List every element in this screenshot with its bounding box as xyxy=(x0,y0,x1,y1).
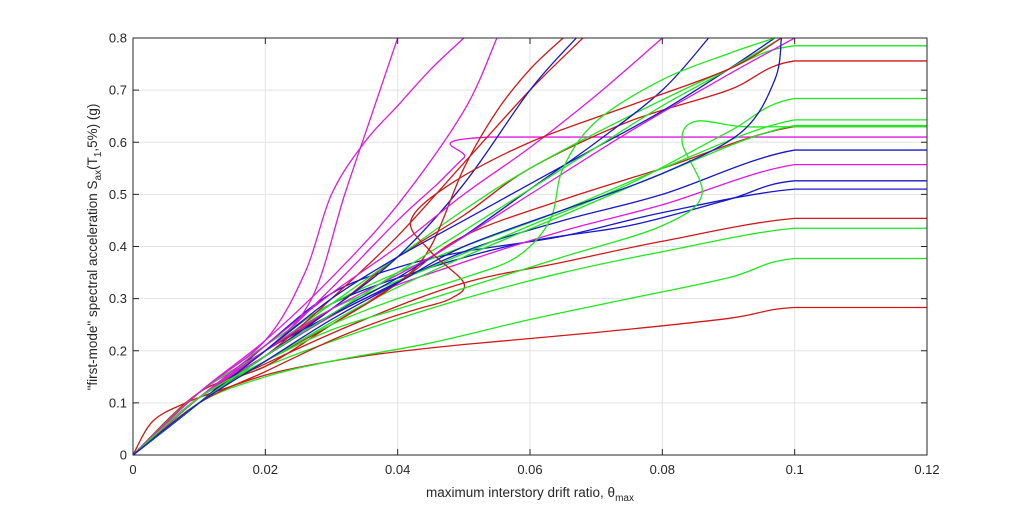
series-lines xyxy=(133,38,927,455)
y-tick-label: 0.4 xyxy=(109,239,127,254)
y-axis-label-part1: "first-mode" spectral acceleration S xyxy=(85,180,100,390)
y-axis-label-sub1: ax xyxy=(93,170,104,181)
x-tick-labels: 0 0.02 0.04 0.06 0.08 0.1 0.12 xyxy=(129,462,939,477)
y-tick-label: 0.2 xyxy=(109,343,127,358)
y-tick-label: 0.1 xyxy=(109,395,127,410)
y-tick-labels: 0 0.1 0.2 0.3 0.4 0.5 0.6 0.7 0.8 xyxy=(109,31,127,463)
x-axis-label-main: maximum interstory drift ratio, θ xyxy=(426,485,615,500)
x-tick-label: 0 xyxy=(129,462,136,477)
x-axis-label-subscript: max xyxy=(615,493,634,504)
x-tick-label: 0.02 xyxy=(253,462,278,477)
y-tick-label: 0.6 xyxy=(109,135,127,150)
x-axis-label: maximum interstory drift ratio, θmax xyxy=(426,485,634,504)
x-tick-label: 0.08 xyxy=(650,462,675,477)
x-tick-label: 0.06 xyxy=(517,462,542,477)
series-line-30 xyxy=(133,38,783,455)
y-tick-label: 0.7 xyxy=(109,83,127,98)
x-tick-label: 0.12 xyxy=(914,462,939,477)
x-tick-label: 0.1 xyxy=(786,462,804,477)
series-line-1 xyxy=(133,306,927,455)
series-line-23 xyxy=(133,38,663,455)
y-tick-label: 0 xyxy=(120,448,127,463)
series-line-18 xyxy=(133,38,498,455)
y-tick-label: 0.3 xyxy=(109,291,127,306)
x-tick-label: 0.04 xyxy=(385,462,410,477)
series-line-24 xyxy=(133,38,795,455)
series-line-25 xyxy=(133,38,776,455)
y-axis-label-sub2: 1 xyxy=(93,151,104,157)
series-line-27 xyxy=(133,38,782,455)
y-axis-label-part3: ,5%) (g) xyxy=(85,104,100,152)
y-tick-label: 0.5 xyxy=(109,187,127,202)
series-line-2 xyxy=(133,257,927,455)
y-tick-label: 0.8 xyxy=(109,31,127,46)
y-axis-label-part2: (T xyxy=(85,157,100,170)
tick-marks xyxy=(132,37,928,456)
y-axis-label: "first-mode" spectral acceleration Sax(T… xyxy=(85,104,104,391)
